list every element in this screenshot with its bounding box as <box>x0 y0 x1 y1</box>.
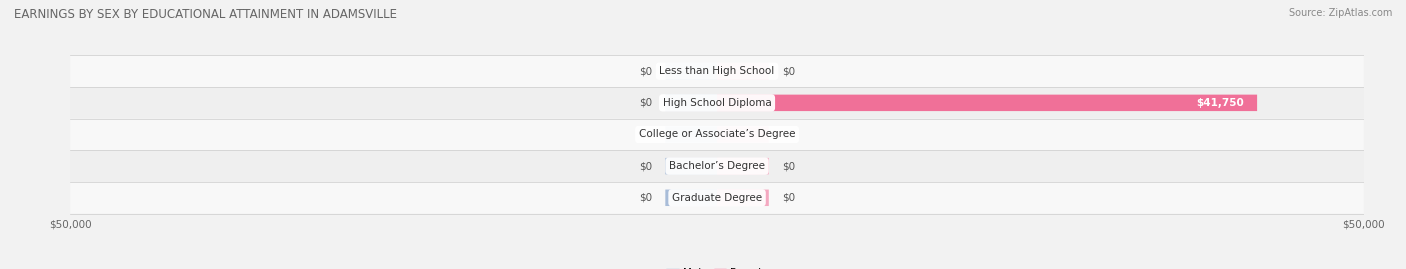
Text: $0: $0 <box>782 161 794 171</box>
Text: $0: $0 <box>782 129 794 140</box>
Text: $0: $0 <box>640 161 652 171</box>
Text: $0: $0 <box>782 66 794 76</box>
Text: Source: ZipAtlas.com: Source: ZipAtlas.com <box>1288 8 1392 18</box>
FancyBboxPatch shape <box>717 158 769 174</box>
FancyBboxPatch shape <box>70 182 1364 214</box>
FancyBboxPatch shape <box>70 150 1364 182</box>
FancyBboxPatch shape <box>717 126 769 143</box>
Text: Graduate Degree: Graduate Degree <box>672 193 762 203</box>
Legend: Male, Female: Male, Female <box>662 264 772 269</box>
FancyBboxPatch shape <box>665 190 717 206</box>
Text: Less than High School: Less than High School <box>659 66 775 76</box>
Text: Bachelor’s Degree: Bachelor’s Degree <box>669 161 765 171</box>
FancyBboxPatch shape <box>70 119 1364 150</box>
Text: College or Associate’s Degree: College or Associate’s Degree <box>638 129 796 140</box>
Text: $0: $0 <box>782 193 794 203</box>
Text: High School Diploma: High School Diploma <box>662 98 772 108</box>
FancyBboxPatch shape <box>717 95 1257 111</box>
FancyBboxPatch shape <box>70 55 1364 87</box>
FancyBboxPatch shape <box>665 95 717 111</box>
Text: $0: $0 <box>640 193 652 203</box>
FancyBboxPatch shape <box>665 126 717 143</box>
FancyBboxPatch shape <box>717 190 769 206</box>
Text: $0: $0 <box>640 66 652 76</box>
Text: EARNINGS BY SEX BY EDUCATIONAL ATTAINMENT IN ADAMSVILLE: EARNINGS BY SEX BY EDUCATIONAL ATTAINMEN… <box>14 8 396 21</box>
Text: $41,750: $41,750 <box>1197 98 1244 108</box>
FancyBboxPatch shape <box>717 63 769 79</box>
Text: $0: $0 <box>640 129 652 140</box>
FancyBboxPatch shape <box>665 158 717 174</box>
Text: $0: $0 <box>640 98 652 108</box>
FancyBboxPatch shape <box>665 63 717 79</box>
FancyBboxPatch shape <box>70 87 1364 119</box>
